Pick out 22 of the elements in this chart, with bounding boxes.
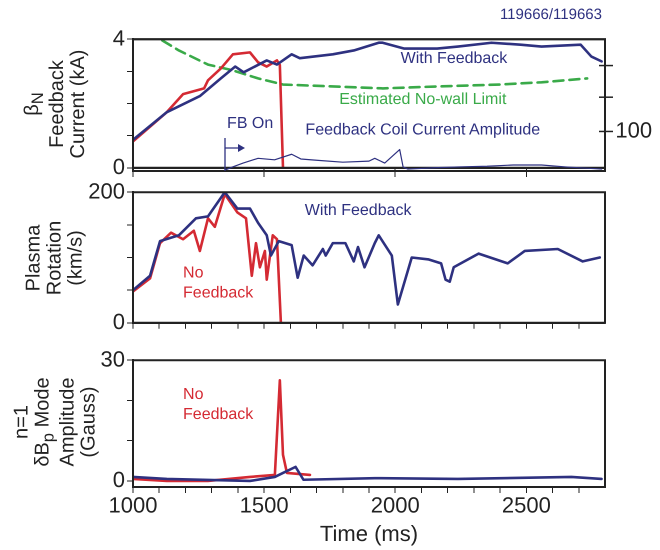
annotation: FB On — [227, 114, 274, 132]
text: 100 — [615, 118, 652, 143]
y-tick-label: 200 — [88, 178, 125, 204]
x-tick-label: 1500 — [240, 492, 289, 518]
series-label: Estimated No-wall Limit — [339, 91, 507, 108]
y-tick-label: 0 — [112, 467, 125, 492]
x-tick-label: 2500 — [502, 492, 551, 518]
chart-title: 119666/119663 — [500, 6, 602, 23]
series-label: With Feedback — [400, 50, 508, 67]
x-tick-label: 1000 — [108, 492, 158, 518]
y-tick-label: 4 — [112, 25, 125, 50]
series-label: With Feedback — [304, 202, 412, 219]
series-label: Feedback Coil Current Amplitude — [305, 122, 540, 139]
x-tick-label: 2000 — [370, 492, 420, 518]
series-label: No Feedback — [183, 264, 254, 302]
y-axis-title: Plasma Rotation (km/s) — [22, 219, 86, 297]
y-tick-label: 0 — [112, 308, 125, 334]
y-tick-label: 30 — [100, 346, 125, 372]
series-label: No Feedback — [183, 386, 254, 423]
x-axis-title: Time (ms) — [320, 520, 418, 546]
line-series — [161, 39, 588, 90]
y-tick-label: 0 — [112, 154, 125, 179]
